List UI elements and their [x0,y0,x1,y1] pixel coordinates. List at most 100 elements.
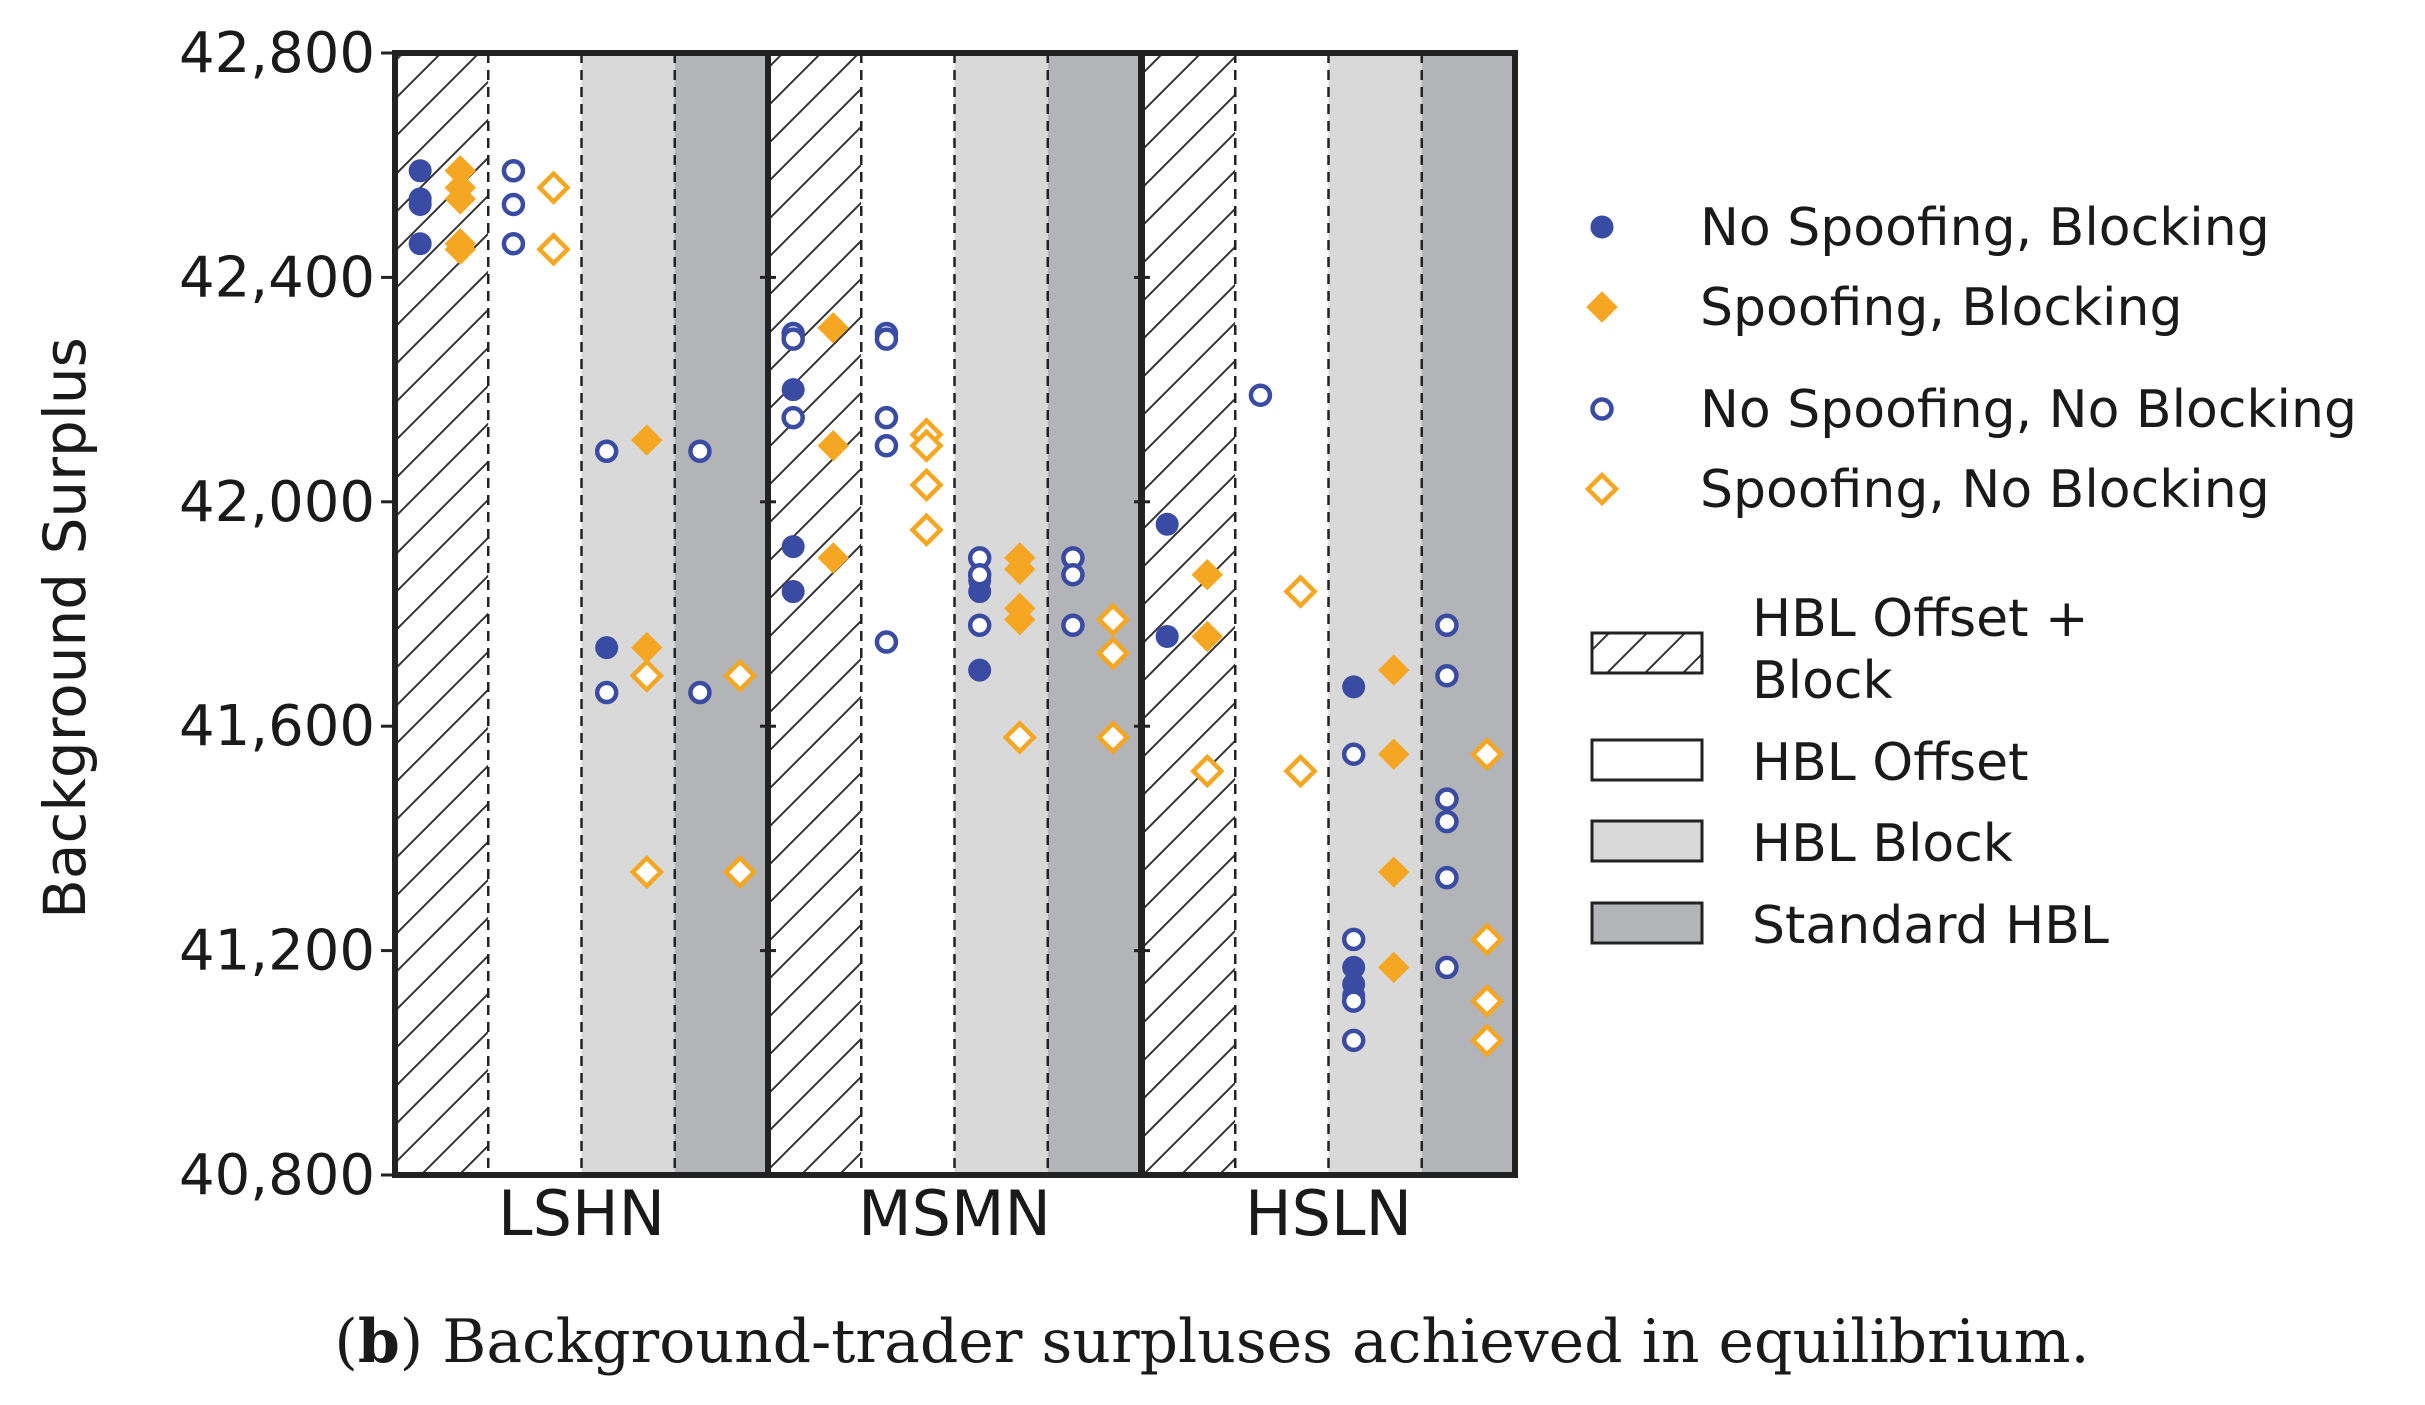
legend-label-no-spoofing-no-blocking: No Spoofing, No Blocking [1700,380,2357,440]
point-spoofing-no-blocking [1190,753,1225,789]
point-no-spoofing-no-blocking [1248,383,1273,407]
point-spoofing-no-blocking [1283,574,1318,609]
point-spoofing-no-blocking [1469,737,1505,772]
point-spoofing-no-blocking [1469,1023,1505,1058]
legend-label-spoofing-blocking: Spoofing, Blocking [1700,278,2182,338]
point-spoofing-blocking [1378,738,1410,770]
point-spoofing-no-blocking [1469,922,1505,957]
point-no-spoofing-no-blocking [874,405,899,430]
point-spoofing-no-blocking [536,170,571,205]
y-tick-label: 41,600 [179,694,375,759]
point-spoofing-blocking [1378,654,1410,686]
group-frames [392,50,1518,1178]
point-no-spoofing-no-blocking [1341,1028,1366,1053]
legend-label-hbl-offset: HBL Offset [1752,733,2029,793]
point-spoofing-blocking [1004,603,1036,636]
point-no-spoofing-no-blocking [874,327,899,351]
point-no-spoofing-no-blocking [781,405,805,430]
y-tick-label: 42,400 [179,245,375,310]
point-spoofing-no-blocking [1002,720,1037,755]
figure-caption: (b) Background-trader surpluses achieved… [334,1307,2089,1377]
point-spoofing-no-blocking [1469,983,1505,1019]
legend-label-standard-hbl: Standard HBL [1752,896,2109,956]
legend-marker-spoofing-no-blocking [1584,471,1620,507]
point-no-spoofing-no-blocking [1435,955,1459,980]
band-lshn-hbl-offset-block [395,53,489,1175]
data-points [408,155,1505,1058]
point-spoofing-blocking [817,429,849,462]
legend-label-hbl-block: HBL Block [1752,814,2013,874]
point-no-spoofing-blocking [1342,675,1366,699]
group-label-hsln: HSLN [1245,1177,1412,1250]
band-hsln-hbl-block [1328,53,1422,1175]
point-spoofing-blocking [444,233,476,266]
y-axis: 40,800 41,200 41,600 42,000 42,400 42,800 [179,21,1150,1208]
group-label-lshn: LSHN [498,1177,665,1250]
point-no-spoofing-no-blocking [1435,613,1459,637]
group-label-msmn: MSMN [858,1177,1051,1250]
point-spoofing-blocking [1378,856,1410,888]
point-no-spoofing-no-blocking [967,613,992,637]
band-hsln-hbl-offset-block [1142,53,1236,1175]
point-spoofing-blocking [631,424,663,456]
point-no-spoofing-no-blocking [1435,787,1459,811]
point-no-spoofing-blocking [781,580,805,604]
point-no-spoofing-blocking [781,535,805,559]
point-spoofing-blocking [1004,553,1036,585]
point-spoofing-blocking [1191,620,1223,653]
point-no-spoofing-blocking [408,192,432,216]
point-spoofing-no-blocking [629,658,664,693]
y-tick-label: 41,200 [179,919,375,984]
point-spoofing-no-blocking [1095,636,1131,671]
point-spoofing-no-blocking [909,512,944,548]
point-no-spoofing-no-blocking [688,439,712,464]
point-no-spoofing-no-blocking [1061,562,1085,587]
band-lshn-standard-hbl [674,53,768,1175]
point-no-spoofing-no-blocking [874,630,899,654]
legend-swatch-hbl-offset [1590,738,1704,782]
point-no-spoofing-no-blocking [967,562,992,587]
legend-swatch-hbl-block [1590,819,1704,863]
point-spoofing-no-blocking [909,428,944,463]
point-no-spoofing-no-blocking [1435,809,1459,834]
point-no-spoofing-no-blocking [874,433,899,458]
legend-label-no-spoofing-blocking: No Spoofing, Blocking [1700,198,2270,258]
legend-marker-spoofing-blocking [1586,291,1618,323]
point-spoofing-blocking [817,312,849,344]
y-tick-label: 42,000 [179,470,375,535]
point-no-spoofing-blocking [595,636,619,660]
point-no-spoofing-no-blocking [1341,927,1366,952]
legend: No Spoofing, Blocking Spoofing, Blocking N… [1584,198,2357,956]
point-no-spoofing-blocking [968,658,992,682]
band-msmn-hbl-offset [861,53,955,1175]
point-no-spoofing-no-blocking [501,192,526,217]
point-spoofing-no-blocking [629,854,664,890]
point-no-spoofing-no-blocking [1435,663,1459,688]
y-tick-label: 40,800 [179,1143,375,1208]
condition-bands [395,53,1515,1175]
point-no-spoofing-no-blocking [781,327,805,351]
point-no-spoofing-no-blocking [1341,989,1366,1013]
point-no-spoofing-blocking [1155,512,1179,536]
point-no-spoofing-blocking [781,378,805,402]
point-spoofing-no-blocking [1095,720,1131,755]
band-msmn-hbl-offset-block [768,53,862,1175]
point-spoofing-no-blocking [536,232,571,267]
point-spoofing-no-blocking [722,658,758,693]
frame-hsln [1139,50,1518,1178]
band-msmn-hbl-block [954,53,1048,1175]
legend-label-hbl-offset-block: HBL Offset + Block [1752,589,2089,711]
y-axis-title: Background Surplus [31,337,99,919]
y-tick-label: 42,800 [179,21,375,86]
legend-swatch-standard-hbl [1590,901,1704,945]
point-no-spoofing-blocking [1155,624,1179,648]
point-no-spoofing-no-blocking [688,680,712,705]
point-no-spoofing-no-blocking [1061,613,1085,637]
legend-swatch-hbl-offset-block [1590,631,1704,675]
point-spoofing-no-blocking [1283,753,1318,789]
point-no-spoofing-no-blocking [1341,742,1366,766]
point-no-spoofing-no-blocking [501,159,526,183]
band-hsln-hbl-offset [1235,53,1329,1175]
point-no-spoofing-blocking [408,232,432,256]
